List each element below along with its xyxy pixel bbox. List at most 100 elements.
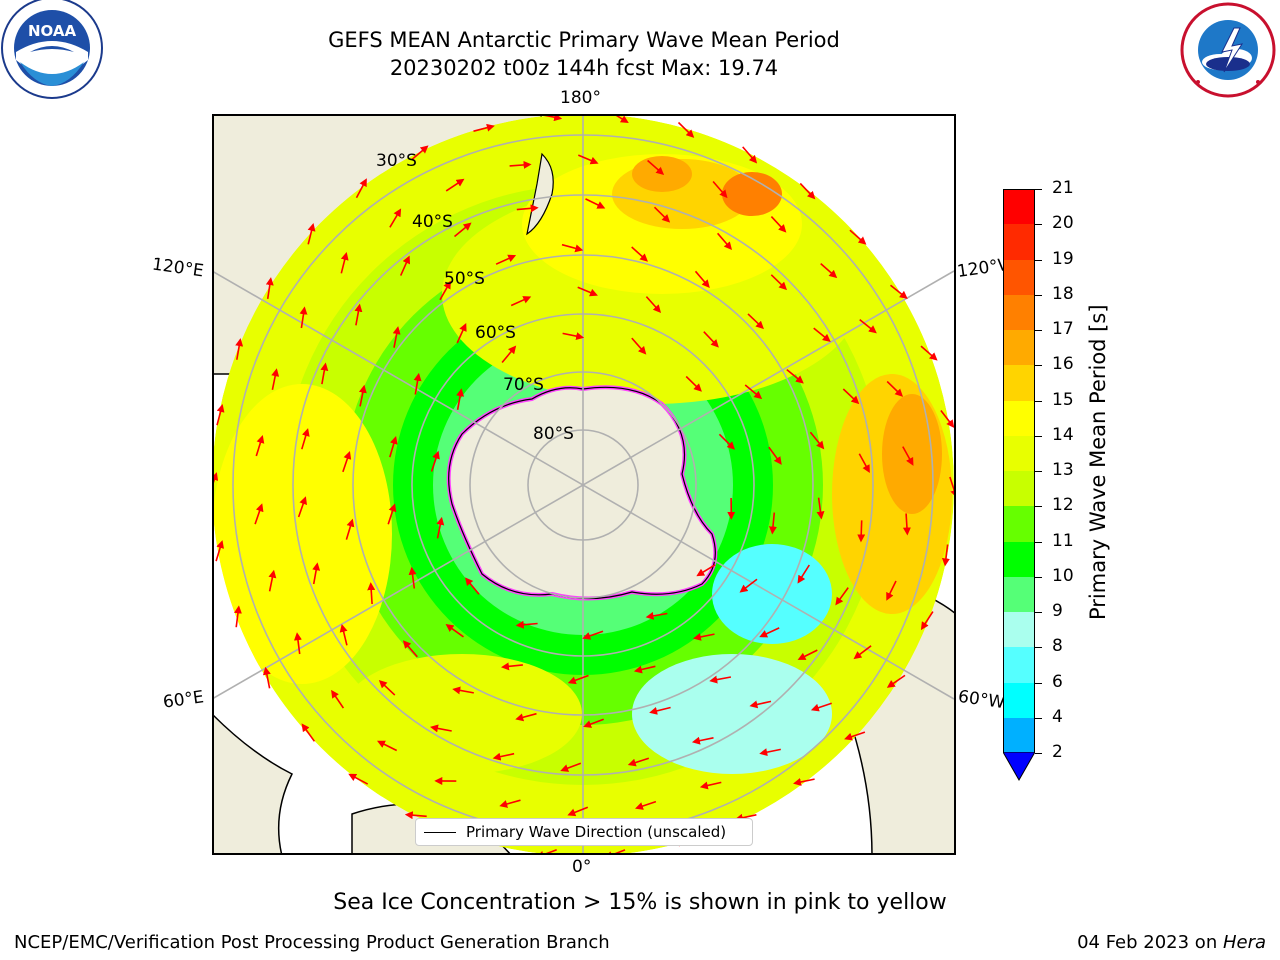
colorbar-tick-mark xyxy=(1035,506,1042,508)
wave-direction-arrow xyxy=(890,284,908,299)
colorbar-band xyxy=(1003,435,1035,471)
noaa-logo-text: NOAA xyxy=(28,22,77,40)
wave-direction-arrow xyxy=(255,434,265,457)
colorbar-tick-mark xyxy=(1035,717,1042,719)
wave-direction-arrow xyxy=(268,569,277,592)
wave-direction-arrow xyxy=(582,630,604,640)
wave-direction-arrow xyxy=(413,372,422,395)
colorbar-tick-mark xyxy=(1035,294,1042,296)
wave-direction-arrow xyxy=(696,564,716,577)
nws-logo xyxy=(1176,0,1280,100)
wave-direction-arrow xyxy=(445,624,464,638)
wave-direction-arrow xyxy=(691,736,714,745)
wave-direction-arrow xyxy=(411,145,429,161)
wave-direction-arrows xyxy=(213,115,955,854)
wave-direction-arrow xyxy=(387,503,397,525)
colorbar-tick-label: 6 xyxy=(1052,671,1063,692)
colorbar-band xyxy=(1003,365,1035,401)
wave-direction-arrow xyxy=(577,154,599,165)
wave-direction-arrow xyxy=(635,800,657,810)
wave-direction-arrow xyxy=(297,496,307,518)
colorbar-tick-label: 9 xyxy=(1052,601,1063,621)
colorbar-tick-mark xyxy=(1035,612,1042,613)
colorbar-tick-mark xyxy=(1035,330,1042,331)
wave-direction-arrow xyxy=(844,731,866,741)
colorbar-band xyxy=(1003,330,1035,366)
wave-direction-arrow xyxy=(501,345,517,364)
colorbar xyxy=(1003,189,1035,753)
wave-direction-arrow xyxy=(404,811,427,820)
colorbar-tick-mark xyxy=(1035,365,1042,367)
wave-direction-arrow xyxy=(509,160,532,169)
title-line-2: 20230202 t00z 144h fcst Max: 19.74 xyxy=(389,56,779,80)
wave-direction-arrow xyxy=(452,686,474,695)
colorbar-band xyxy=(1003,576,1035,612)
wave-period-field xyxy=(213,115,954,854)
colorbar-tick-label: 21 xyxy=(1052,178,1074,198)
wave-direction-arrow xyxy=(739,578,758,593)
sea-ice-caption: Sea Ice Concentration > 15% is shown in … xyxy=(333,890,947,915)
wave-direction-arrow xyxy=(809,431,825,450)
colorbar-tick-mark xyxy=(1035,400,1042,402)
wave-direction-arrow xyxy=(561,243,584,253)
wave-direction-arrow xyxy=(653,206,671,223)
wave-direction-arrow xyxy=(859,318,877,334)
wave-direction-arrow xyxy=(495,254,517,265)
wave-direction-arrow xyxy=(793,778,815,786)
footer-host: Hera xyxy=(1222,932,1266,953)
lon-label-0: 0° xyxy=(572,857,592,877)
colorbar-tick-mark xyxy=(1035,224,1042,226)
wave-direction-arrow xyxy=(453,222,472,238)
wave-direction-arrow xyxy=(402,640,418,658)
colorbar-tick-label: 17 xyxy=(1052,319,1074,339)
wave-direction-arrow xyxy=(647,159,665,176)
title-line-1: GEFS MEAN Antarctic Primary Wave Mean Pe… xyxy=(328,28,840,52)
wave-direction-arrow xyxy=(645,611,668,620)
colorbar-tick-label: 14 xyxy=(1052,424,1074,445)
new-zealand xyxy=(526,152,554,236)
wave-direction-arrow xyxy=(694,270,710,289)
wave-direction-arrow xyxy=(378,680,396,696)
wave-direction-arrow xyxy=(367,582,376,605)
wave-direction-arrow xyxy=(759,748,781,757)
wave-direction-arrow xyxy=(436,516,445,539)
wave-direction-arrow xyxy=(215,540,224,562)
wave-direction-arrow xyxy=(902,446,914,466)
wave-direction-arrow xyxy=(614,115,629,124)
legend-label: Primary Wave Direction (unscaled) xyxy=(466,823,727,841)
colorbar-tick-mark xyxy=(1035,541,1042,543)
colorbar-tick-mark xyxy=(1035,471,1042,472)
wave-direction-arrow xyxy=(583,718,604,728)
wave-direction-arrow xyxy=(254,503,264,525)
colorbar-tick-label: 4 xyxy=(1052,706,1063,727)
wave-direction-arrow xyxy=(703,331,719,348)
wave-direction-arrow xyxy=(585,198,606,209)
wave-direction-arrow xyxy=(886,380,904,397)
wave-direction-arrow xyxy=(886,580,897,601)
colorbar-tick-mark xyxy=(1035,576,1042,578)
wave-direction-arrow xyxy=(377,740,398,752)
lon-label-60w: 60°W xyxy=(956,686,1007,714)
colorbar-tick-mark xyxy=(1035,435,1042,437)
wave-direction-arrow xyxy=(920,611,934,631)
wave-direction-arrow xyxy=(492,752,515,761)
wave-direction-arrow xyxy=(770,274,788,291)
wave-direction-arrow xyxy=(699,781,722,790)
wave-direction-arrow xyxy=(265,277,274,300)
wave-direction-arrow xyxy=(499,799,521,808)
wave-direction-arrow xyxy=(631,246,648,262)
colorbar-extend-arrow xyxy=(1002,751,1036,782)
footer-date: 04 Feb 2023 on Hera xyxy=(1077,932,1266,953)
wave-direction-arrow xyxy=(810,702,832,712)
colorbar-tick-label: 19 xyxy=(1052,248,1074,269)
wave-direction-arrow xyxy=(331,689,345,709)
wave-direction-arrow xyxy=(262,666,271,689)
wave-direction-arrow xyxy=(677,121,695,138)
wave-direction-arrow xyxy=(835,587,849,606)
wave-direction-arrow xyxy=(339,623,348,646)
wave-direction-arrow xyxy=(747,313,764,330)
wave-direction-arrow xyxy=(515,620,538,629)
colorbar-band xyxy=(1003,259,1035,295)
lat-label-80s: 80°S xyxy=(533,424,574,444)
wave-direction-arrow xyxy=(473,123,495,132)
